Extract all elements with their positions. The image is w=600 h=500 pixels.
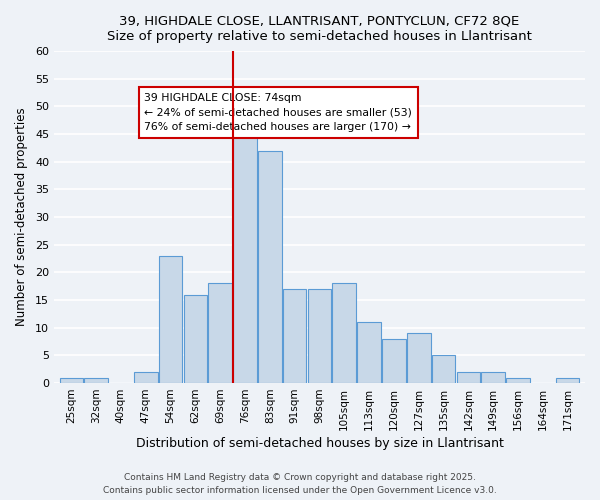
Bar (382, 339, 406, 383)
Bar (506, 378, 530, 383)
Bar (332, 284, 356, 383)
X-axis label: Distribution of semi-detached houses by size in Llantrisant: Distribution of semi-detached houses by … (136, 437, 503, 450)
Bar (358, 322, 381, 383)
Text: Contains HM Land Registry data © Crown copyright and database right 2025.
Contai: Contains HM Land Registry data © Crown c… (103, 474, 497, 495)
Bar (407, 334, 431, 383)
Bar (481, 372, 505, 383)
Bar (258, 150, 281, 383)
Y-axis label: Number of semi-detached properties: Number of semi-detached properties (15, 108, 28, 326)
Bar (308, 289, 331, 383)
Title: 39, HIGHDALE CLOSE, LLANTRISANT, PONTYCLUN, CF72 8QE
Size of property relative t: 39, HIGHDALE CLOSE, LLANTRISANT, PONTYCL… (107, 15, 532, 43)
Bar (432, 356, 455, 383)
Bar (59, 378, 83, 383)
Bar (159, 256, 182, 383)
Text: 39 HIGHDALE CLOSE: 74sqm
← 24% of semi-detached houses are smaller (53)
76% of s: 39 HIGHDALE CLOSE: 74sqm ← 24% of semi-d… (144, 92, 412, 132)
Bar (208, 284, 232, 383)
Bar (134, 372, 158, 383)
Bar (233, 123, 257, 383)
Bar (556, 378, 580, 383)
Bar (85, 378, 108, 383)
Bar (457, 372, 480, 383)
Bar (283, 289, 307, 383)
Bar (184, 294, 207, 383)
